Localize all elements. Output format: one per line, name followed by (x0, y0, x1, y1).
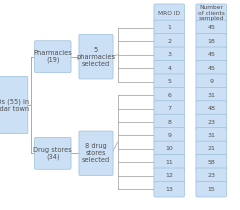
Text: 6: 6 (167, 93, 171, 98)
FancyBboxPatch shape (196, 74, 227, 89)
FancyBboxPatch shape (35, 41, 71, 73)
Text: 13: 13 (165, 187, 173, 192)
Text: 12: 12 (165, 173, 173, 178)
Text: 5: 5 (167, 79, 171, 84)
FancyBboxPatch shape (196, 141, 227, 157)
Text: 7: 7 (167, 106, 171, 111)
FancyBboxPatch shape (154, 128, 184, 143)
FancyBboxPatch shape (154, 101, 184, 116)
Text: 5
pharmacies
selected: 5 pharmacies selected (77, 47, 115, 67)
Text: 10: 10 (165, 146, 173, 151)
FancyBboxPatch shape (154, 60, 184, 76)
Text: 45: 45 (207, 66, 215, 71)
Text: 31: 31 (207, 133, 215, 138)
Text: 8: 8 (167, 119, 171, 125)
Text: 1: 1 (167, 25, 171, 30)
FancyBboxPatch shape (196, 101, 227, 116)
Text: 4: 4 (167, 66, 171, 71)
FancyBboxPatch shape (196, 128, 227, 143)
Text: 31: 31 (207, 93, 215, 98)
FancyBboxPatch shape (35, 137, 71, 169)
FancyBboxPatch shape (154, 34, 184, 49)
Text: 48: 48 (207, 106, 215, 111)
Text: 45: 45 (207, 52, 215, 57)
Text: MRO ID: MRO ID (158, 11, 180, 16)
Text: 15: 15 (207, 187, 215, 192)
FancyBboxPatch shape (154, 114, 184, 130)
Text: 58: 58 (207, 160, 215, 165)
Text: MROs (55) in
Gondar town: MROs (55) in Gondar town (0, 98, 29, 112)
FancyBboxPatch shape (196, 168, 227, 184)
FancyBboxPatch shape (196, 114, 227, 130)
FancyBboxPatch shape (79, 34, 113, 79)
FancyBboxPatch shape (154, 74, 184, 89)
Text: 8 drug
stores
selected: 8 drug stores selected (82, 143, 110, 163)
FancyBboxPatch shape (154, 4, 184, 22)
FancyBboxPatch shape (154, 181, 184, 197)
Text: 2: 2 (167, 39, 171, 44)
FancyBboxPatch shape (196, 60, 227, 76)
FancyBboxPatch shape (154, 168, 184, 184)
Text: 9: 9 (209, 79, 213, 84)
FancyBboxPatch shape (196, 20, 227, 36)
Text: Number
of clients
sampled: Number of clients sampled (198, 5, 225, 21)
Text: 45: 45 (207, 25, 215, 30)
Text: Pharmacies
(19): Pharmacies (19) (33, 50, 72, 63)
Text: 18: 18 (207, 39, 215, 44)
Text: 3: 3 (167, 52, 171, 57)
FancyBboxPatch shape (154, 155, 184, 170)
Text: 9: 9 (167, 133, 171, 138)
FancyBboxPatch shape (154, 141, 184, 157)
FancyBboxPatch shape (196, 47, 227, 63)
FancyBboxPatch shape (196, 155, 227, 170)
FancyBboxPatch shape (154, 47, 184, 63)
Text: 11: 11 (165, 160, 173, 165)
FancyBboxPatch shape (196, 34, 227, 49)
FancyBboxPatch shape (79, 131, 113, 176)
FancyBboxPatch shape (0, 76, 28, 134)
FancyBboxPatch shape (196, 181, 227, 197)
Text: 23: 23 (207, 173, 215, 178)
Text: Drug stores
(34): Drug stores (34) (33, 147, 72, 160)
FancyBboxPatch shape (154, 20, 184, 36)
Text: 23: 23 (207, 119, 215, 125)
FancyBboxPatch shape (196, 87, 227, 103)
Text: 21: 21 (207, 146, 215, 151)
FancyBboxPatch shape (196, 4, 227, 22)
FancyBboxPatch shape (154, 87, 184, 103)
